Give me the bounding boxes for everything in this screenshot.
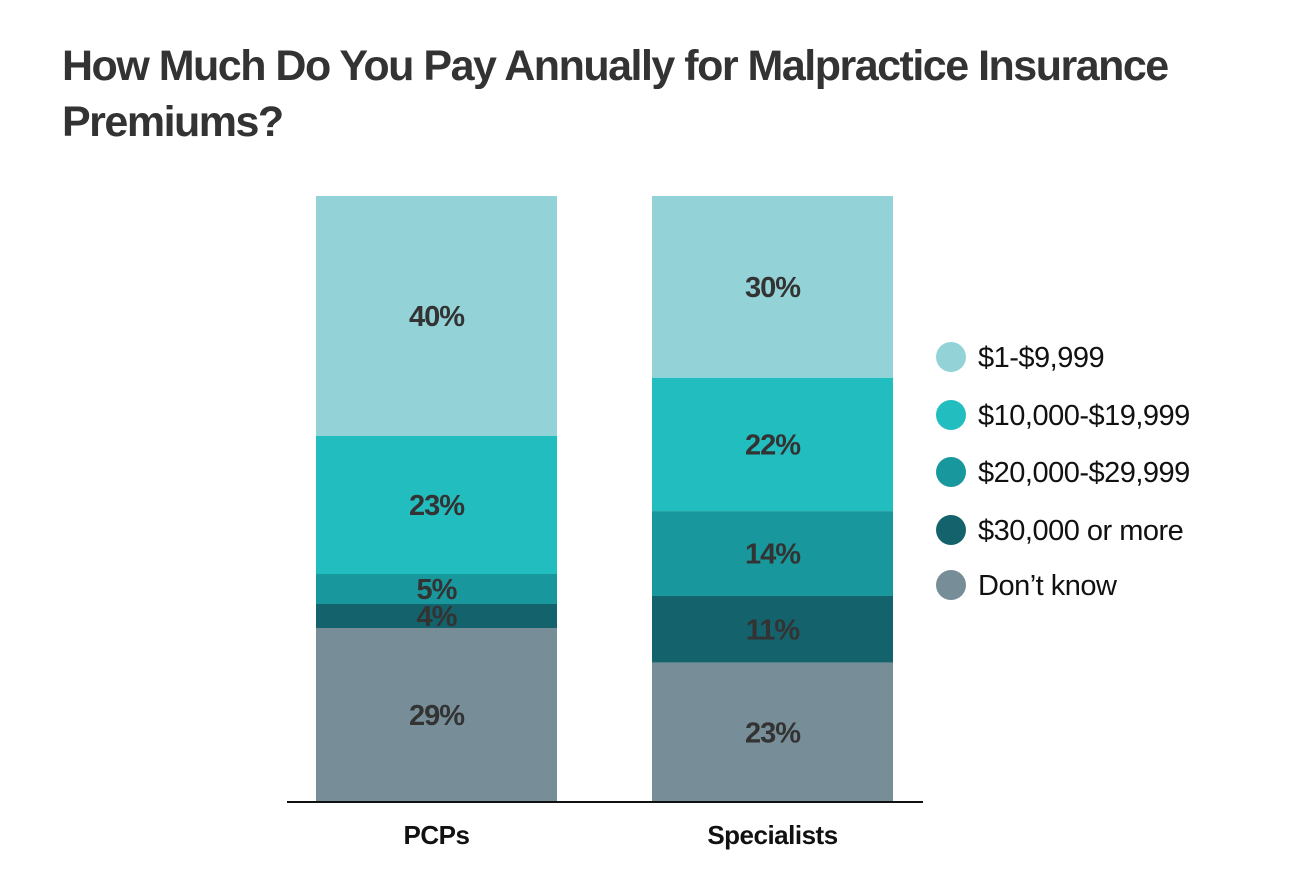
bar-segment	[316, 628, 557, 802]
legend-marker	[936, 457, 966, 487]
legend-label: $30,000 or more	[978, 515, 1183, 547]
legend-marker	[936, 570, 966, 600]
data-label: 23%	[745, 717, 801, 749]
chart-title: How Much Do You Pay Annually for Malprac…	[62, 42, 1169, 146]
legend-marker	[936, 515, 966, 545]
bar-segment	[652, 196, 893, 378]
data-label: 23%	[409, 490, 465, 522]
data-label: 14%	[745, 539, 801, 571]
data-label: 5%	[417, 574, 458, 606]
legend-marker	[936, 342, 966, 372]
data-label: 30%	[745, 272, 801, 304]
legend-label: $1-$9,999	[978, 342, 1104, 374]
legend-marker	[936, 400, 966, 430]
bar-segment	[316, 574, 557, 604]
data-label: 4%	[417, 601, 458, 633]
data-label: 11%	[746, 614, 801, 646]
bar-segment	[652, 595, 893, 663]
bar-segment	[316, 436, 557, 574]
legend-label: Don’t know	[978, 570, 1118, 602]
bar-segment	[316, 604, 557, 628]
data-label: 40%	[409, 301, 465, 333]
bar-segment	[652, 662, 893, 802]
bar-segment	[652, 511, 893, 596]
legend-label: $10,000-$19,999	[978, 400, 1190, 432]
bar-segment	[652, 377, 893, 512]
category-label: Specialists	[707, 820, 837, 850]
legend-label: $20,000-$29,999	[978, 457, 1190, 489]
data-label: 22%	[745, 429, 801, 461]
bar-segment	[316, 196, 557, 436]
category-label: PCPs	[404, 820, 470, 850]
data-label: 29%	[409, 700, 465, 732]
